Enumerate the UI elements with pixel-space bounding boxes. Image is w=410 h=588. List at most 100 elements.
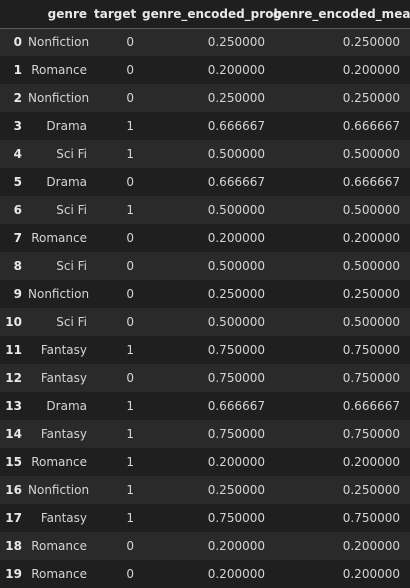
row-index: 5 [13, 175, 22, 189]
cell-genre-encoded-mean: 0.666667 [342, 399, 400, 413]
row-index: 19 [5, 567, 22, 581]
cell-genre-encoded-prob: 0.750000 [207, 343, 265, 357]
cell-target: 1 [126, 455, 134, 469]
cell-genre-encoded-prob: 0.500000 [207, 315, 265, 329]
row-index: 17 [5, 511, 22, 525]
row-index: 14 [5, 427, 22, 441]
cell-genre-encoded-mean: 0.200000 [342, 231, 400, 245]
table-row: 16 Nonfiction 1 0.250000 0.250000 [0, 476, 410, 504]
cell-genre-encoded-prob: 0.750000 [207, 511, 265, 525]
row-index: 4 [13, 147, 22, 161]
column-header-index [0, 0, 28, 28]
cell-target: 0 [126, 259, 134, 273]
cell-genre-encoded-prob: 0.200000 [207, 63, 265, 77]
row-index: 16 [5, 483, 22, 497]
table-row: 3 Drama 1 0.666667 0.666667 [0, 112, 410, 140]
cell-genre-encoded-mean: 0.750000 [342, 343, 400, 357]
cell-genre: Nonfiction [28, 483, 90, 497]
cell-target: 1 [126, 511, 134, 525]
table-row: 14 Fantasy 1 0.750000 0.750000 [0, 420, 410, 448]
cell-genre: Romance [31, 231, 87, 245]
row-index: 12 [5, 371, 22, 385]
table-row: 1 Romance 0 0.200000 0.200000 [0, 56, 410, 84]
cell-genre-encoded-prob: 0.200000 [207, 455, 265, 469]
cell-genre-encoded-mean: 0.250000 [342, 287, 400, 301]
cell-target: 1 [126, 427, 134, 441]
cell-genre-encoded-mean: 0.666667 [342, 119, 400, 133]
table-row: 0 Nonfiction 0 0.250000 0.250000 [0, 28, 410, 56]
cell-genre: Sci Fi [56, 259, 87, 273]
row-index: 7 [13, 231, 22, 245]
cell-genre-encoded-mean: 0.200000 [342, 567, 400, 581]
cell-target: 0 [126, 63, 134, 77]
cell-genre-encoded-prob: 0.250000 [207, 91, 265, 105]
cell-genre-encoded-mean: 0.750000 [342, 371, 400, 385]
cell-genre-encoded-mean: 0.750000 [342, 427, 400, 441]
cell-target: 1 [126, 119, 134, 133]
cell-genre-encoded-prob: 0.250000 [207, 483, 265, 497]
row-index: 18 [5, 539, 22, 553]
column-header-genre-encoded-mean: genre_encoded_mean [273, 6, 410, 21]
cell-genre-encoded-mean: 0.666667 [342, 175, 400, 189]
table-row: 17 Fantasy 1 0.750000 0.750000 [0, 504, 410, 532]
cell-genre: Drama [46, 399, 87, 413]
table-row: 19 Romance 0 0.200000 0.200000 [0, 560, 410, 588]
row-index: 10 [5, 315, 22, 329]
table-row: 18 Romance 0 0.200000 0.200000 [0, 532, 410, 560]
header-row: genre target genre_encoded_prob genre_en… [0, 0, 410, 28]
table-row: 8 Sci Fi 0 0.500000 0.500000 [0, 252, 410, 280]
cell-genre-encoded-prob: 0.200000 [207, 231, 265, 245]
cell-genre: Sci Fi [56, 203, 87, 217]
table-row: 9 Nonfiction 0 0.250000 0.250000 [0, 280, 410, 308]
table-row: 4 Sci Fi 1 0.500000 0.500000 [0, 140, 410, 168]
cell-genre-encoded-prob: 0.500000 [207, 147, 265, 161]
cell-target: 1 [126, 343, 134, 357]
cell-genre-encoded-prob: 0.500000 [207, 259, 265, 273]
cell-genre: Romance [31, 539, 87, 553]
cell-target: 0 [126, 35, 134, 50]
table-row: 7 Romance 0 0.200000 0.200000 [0, 224, 410, 252]
column-header-genre-encoded-prob: genre_encoded_prob [142, 6, 283, 21]
cell-target: 0 [126, 371, 134, 385]
row-index: 8 [13, 259, 22, 273]
cell-genre: Drama [46, 119, 87, 133]
cell-target: 1 [126, 147, 134, 161]
cell-genre-encoded-prob: 0.666667 [207, 175, 265, 189]
cell-genre-encoded-mean: 0.200000 [342, 63, 400, 77]
cell-genre: Nonfiction [28, 35, 90, 50]
row-index: 6 [13, 203, 22, 217]
table-row: 10 Sci Fi 0 0.500000 0.500000 [0, 308, 410, 336]
row-index: 0 [13, 35, 22, 50]
column-header-target: target [94, 6, 137, 21]
cell-target: 1 [126, 399, 134, 413]
cell-genre-encoded-mean: 0.250000 [342, 91, 400, 105]
cell-genre: Romance [31, 63, 87, 77]
row-index: 11 [5, 343, 22, 357]
cell-genre: Fantasy [40, 371, 87, 385]
cell-genre-encoded-prob: 0.200000 [207, 567, 265, 581]
cell-genre: Romance [31, 567, 87, 581]
cell-target: 0 [126, 91, 134, 105]
cell-genre-encoded-prob: 0.200000 [207, 539, 265, 553]
cell-genre-encoded-mean: 0.200000 [342, 455, 400, 469]
column-header-genre: genre [47, 6, 87, 21]
table-row: 12 Fantasy 0 0.750000 0.750000 [0, 364, 410, 392]
cell-genre: Drama [46, 175, 87, 189]
cell-target: 0 [126, 539, 134, 553]
cell-genre: Romance [31, 455, 87, 469]
cell-target: 1 [126, 483, 134, 497]
cell-genre: Fantasy [40, 427, 87, 441]
table-row: 11 Fantasy 1 0.750000 0.750000 [0, 336, 410, 364]
cell-genre-encoded-mean: 0.500000 [342, 259, 400, 273]
cell-genre: Sci Fi [56, 147, 87, 161]
table-row: 15 Romance 1 0.200000 0.200000 [0, 448, 410, 476]
row-index: 9 [13, 287, 22, 301]
cell-genre-encoded-prob: 0.250000 [207, 287, 265, 301]
cell-genre-encoded-mean: 0.250000 [342, 483, 400, 497]
row-index: 1 [13, 63, 22, 77]
cell-target: 0 [126, 231, 134, 245]
table-row: 6 Sci Fi 1 0.500000 0.500000 [0, 196, 410, 224]
cell-target: 1 [126, 203, 134, 217]
table-row: 13 Drama 1 0.666667 0.666667 [0, 392, 410, 420]
